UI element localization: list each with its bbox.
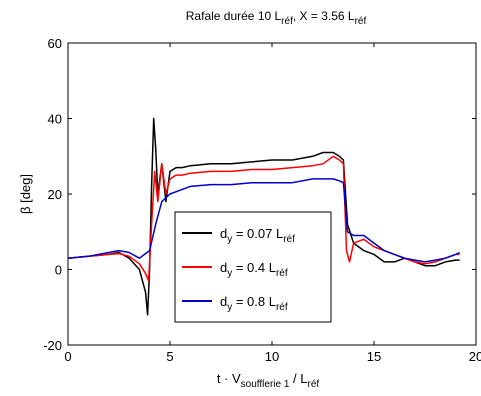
y-tick-label: 0	[55, 263, 62, 278]
x-tick-label: 5	[166, 349, 173, 364]
x-tick-label: 0	[64, 349, 71, 364]
legend-entry-1-sub2: réf	[276, 268, 288, 279]
legend-entry-2: dy = 0.8 Lréf	[220, 294, 288, 313]
legend-entry-1-mid: = 0.4 L	[232, 260, 276, 275]
legend-entry-0: dy = 0.07 Lréf	[220, 226, 295, 245]
x-axis-label-sub1: soufflerie 1	[241, 379, 290, 390]
y-tick-label: -20	[43, 338, 62, 353]
series-line-2	[68, 178, 461, 263]
y-tick-label: 40	[48, 112, 62, 127]
series-layer	[68, 117, 461, 316]
x-axis-label: t · Vsoufflerie 1 / Lréf	[217, 371, 320, 390]
legend-entry-0-pre: d	[220, 226, 227, 241]
legend: dy = 0.07 Lréf dy = 0.4 Lréf dy = 0.8 Lr…	[174, 211, 332, 323]
series-line-0	[68, 117, 460, 316]
x-axis-label-pre: t · V	[217, 371, 241, 386]
legend-entry-2-mid: = 0.8 L	[232, 294, 276, 309]
chart-title-sub2: réf	[355, 16, 367, 27]
chart-title: Rafale durée 10 Lréf, X = 3.56 Lréf	[186, 9, 367, 27]
chart-title-mid: , X = 3.56 L	[293, 9, 355, 23]
y-axis-label: β [deg]	[18, 174, 33, 214]
legend-entry-1-pre: d	[220, 260, 227, 275]
legend-entry-1: dy = 0.4 Lréf	[220, 260, 288, 279]
legend-entry-0-sub2: réf	[283, 234, 295, 245]
legend-entry-0-sub1: y	[227, 234, 232, 245]
y-tick-label: 60	[48, 36, 62, 51]
x-axis-label-sub2: réf	[308, 379, 320, 390]
legend-entry-2-sub1: y	[227, 302, 232, 313]
legend-entry-2-pre: d	[220, 294, 227, 309]
chart-title-pre: Rafale durée 10 L	[186, 9, 282, 23]
x-tick-label: 10	[265, 349, 279, 364]
y-tick-label: 20	[48, 187, 62, 202]
x-tick-label: 20	[469, 349, 481, 364]
x-tick-label: 15	[367, 349, 381, 364]
chart-title-sub1: réf	[281, 16, 293, 27]
legend-entry-2-sub2: réf	[276, 302, 288, 313]
legend-entry-0-mid: = 0.07 L	[232, 226, 283, 241]
x-axis-label-mid: / L	[289, 371, 307, 386]
legend-entry-1-sub1: y	[227, 268, 232, 279]
